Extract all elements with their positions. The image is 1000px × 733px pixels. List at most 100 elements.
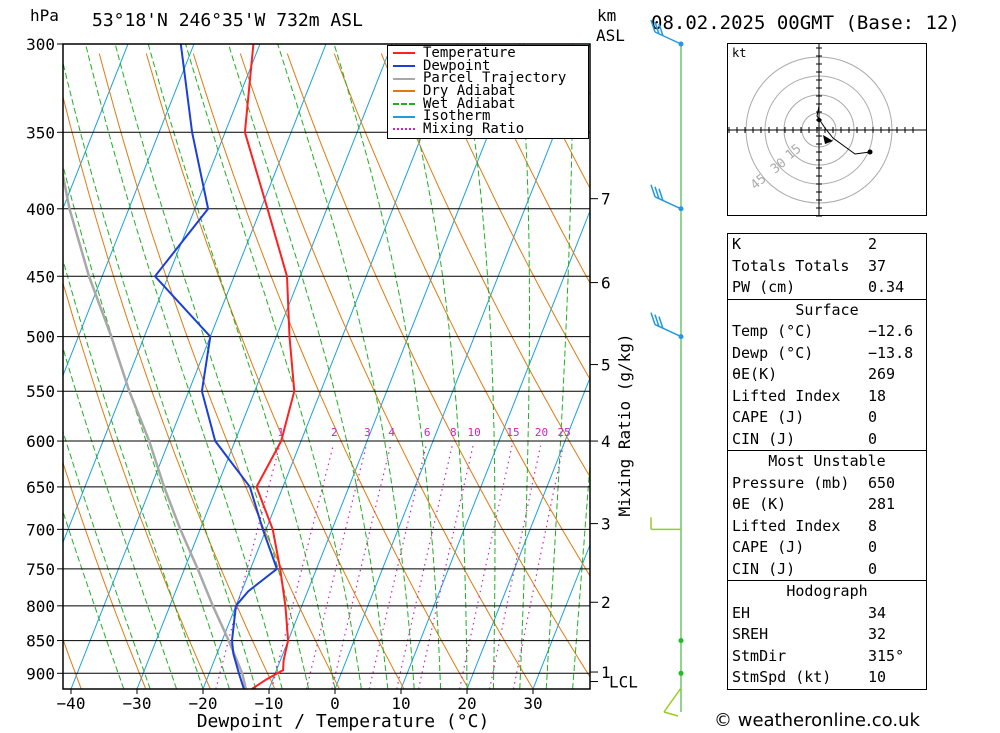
pressure-tick-label: 550 bbox=[26, 382, 55, 401]
most-unstable-value: 650 bbox=[868, 473, 896, 492]
mixing-ratio-label: 15 bbox=[506, 426, 519, 439]
dry-adiabat-line bbox=[380, 53, 590, 478]
x-tick-label: 20 bbox=[457, 694, 476, 713]
dry-adiabat-line bbox=[63, 281, 211, 689]
most-unstable-value: 8 bbox=[868, 516, 878, 535]
wind-barb-icon bbox=[650, 312, 656, 325]
hodograph-stat-row: EH 34 bbox=[728, 603, 926, 625]
lcl-label: LCL bbox=[609, 673, 638, 692]
pressure-tick-label: 300 bbox=[26, 35, 55, 54]
wind-barb-icon bbox=[658, 316, 664, 329]
pressure-tick-label: 800 bbox=[26, 597, 55, 616]
legend-label: Wet Adiabat bbox=[423, 95, 516, 112]
dry-adiabat-line bbox=[192, 53, 470, 689]
hodograph-stat-value: 315° bbox=[868, 646, 905, 665]
mixing-ratio-label: 3 bbox=[364, 426, 371, 439]
legend-swatch bbox=[393, 90, 415, 93]
mixing-ratio-line bbox=[331, 445, 392, 689]
wet-adiabat-line bbox=[459, 44, 496, 689]
pressure-tick-label: 700 bbox=[26, 520, 55, 539]
km-tick-label: 4 bbox=[601, 432, 611, 451]
x-axis-label: Dewpoint / Temperature (°C) bbox=[197, 711, 490, 732]
legend-item: Dry Adiabat bbox=[388, 83, 588, 100]
surface-row: Lifted Index 18 bbox=[728, 386, 926, 408]
hodograph-point bbox=[816, 117, 822, 123]
legend-swatch bbox=[393, 52, 415, 55]
pressure-tick-label: 600 bbox=[26, 432, 55, 451]
mixing-ratio-label: 6 bbox=[424, 426, 431, 439]
most-unstable-value: 0 bbox=[868, 559, 878, 578]
most-unstable-label: CAPE (J) bbox=[732, 538, 805, 556]
x-tick-label: −10 bbox=[255, 694, 284, 713]
hodograph-point bbox=[867, 149, 873, 155]
km-tick-label: 1 bbox=[601, 663, 611, 682]
legend-item: Isotherm bbox=[388, 110, 588, 123]
pressure-tick-label: 400 bbox=[26, 200, 55, 219]
wind-point bbox=[678, 638, 684, 644]
most-unstable-label: Lifted Index bbox=[732, 516, 841, 535]
index-value: 2 bbox=[868, 235, 878, 253]
wet-adiabat-line bbox=[147, 44, 336, 689]
km-axis-label: km bbox=[597, 6, 617, 25]
index-label: PW (cm) bbox=[732, 278, 796, 296]
asl-axis-label: ASL bbox=[596, 26, 625, 45]
wind-barb-icon bbox=[650, 184, 656, 198]
hodograph-section-title: Hodograph bbox=[786, 582, 868, 600]
hodograph-stat-row: StmDir 315° bbox=[728, 646, 926, 668]
isotherm-line bbox=[532, 543, 590, 689]
pressure-tick-label: 350 bbox=[26, 123, 55, 142]
isotherm-line bbox=[63, 44, 261, 544]
legend-label: Dewpoint bbox=[423, 57, 491, 74]
x-tick-label: 10 bbox=[391, 694, 410, 713]
dry-adiabat-line bbox=[427, 53, 590, 381]
surface-section-title: Surface bbox=[795, 300, 859, 319]
hodograph-stat-value: 10 bbox=[868, 668, 887, 686]
legend: Temperature Dewpoint Parcel Trajectory Dry … bbox=[387, 45, 589, 139]
hodograph-stat-row: StmSpd (kt) 10 bbox=[728, 667, 926, 689]
mixing-ratio-line bbox=[458, 445, 513, 689]
isotherm-line bbox=[202, 44, 459, 689]
legend-swatch bbox=[393, 128, 415, 131]
x-tick-label: −20 bbox=[189, 694, 218, 713]
wet-adiabat-line bbox=[63, 164, 230, 689]
dry-adiabat-line bbox=[239, 53, 534, 689]
wet-adiabat-line bbox=[333, 44, 442, 689]
index-label: K bbox=[732, 235, 742, 253]
hodograph-stat-value: 34 bbox=[868, 603, 887, 622]
mixing-ratio-label: 10 bbox=[467, 426, 480, 439]
wind-barb-icon bbox=[658, 23, 664, 37]
wet-adiabat-line bbox=[63, 510, 125, 689]
most-unstable-row: CIN (J) 0 bbox=[728, 559, 926, 581]
isotherm-line bbox=[400, 209, 590, 689]
wind-barb-icon bbox=[654, 196, 682, 210]
legend-item: Temperature bbox=[388, 46, 588, 60]
surface-value: −13.8 bbox=[868, 343, 914, 362]
wet-adiabat-line bbox=[63, 258, 204, 689]
dewpoint-line bbox=[153, 44, 279, 689]
surface-row: θE(K) 269 bbox=[728, 364, 926, 386]
isotherm-line bbox=[334, 44, 590, 689]
wet-adiabat-line bbox=[63, 430, 151, 689]
dry-adiabat-line bbox=[945, 54, 1000, 690]
surface-row: CIN (J) 0 bbox=[728, 429, 926, 451]
legend-label: Isotherm bbox=[423, 108, 491, 125]
surface-row: Dewp (°C) −13.8 bbox=[728, 343, 926, 365]
wind-barb-icon bbox=[654, 323, 682, 338]
km-tick-label: 5 bbox=[601, 356, 611, 375]
surface-label: Temp (°C) bbox=[732, 322, 814, 340]
wind-barb-icon bbox=[654, 21, 660, 35]
indices-table: K 2 Totals Totals 37 PW (cm) 0.34 Surface Tem… bbox=[727, 233, 927, 690]
copyright: © weatheronline.co.uk bbox=[714, 710, 920, 731]
mixing-ratio-axis-label: Mixing Ratio (g/kg) bbox=[615, 333, 634, 516]
isotherm-line bbox=[63, 44, 195, 377]
wind-barb-icon bbox=[654, 31, 682, 45]
legend-item: Dewpoint bbox=[388, 57, 588, 74]
surface-value: 0 bbox=[868, 408, 878, 426]
hodograph-stat-label: StmSpd (kt) bbox=[732, 668, 832, 686]
legend-label: Dry Adiabat bbox=[423, 83, 516, 100]
mixing-ratio-label: 1 bbox=[278, 426, 285, 439]
wind-barb-icon bbox=[654, 314, 660, 327]
temperature-line bbox=[243, 44, 296, 689]
km-tick-label: 2 bbox=[601, 593, 611, 612]
legend-item: Wet Adiabat bbox=[388, 95, 588, 112]
